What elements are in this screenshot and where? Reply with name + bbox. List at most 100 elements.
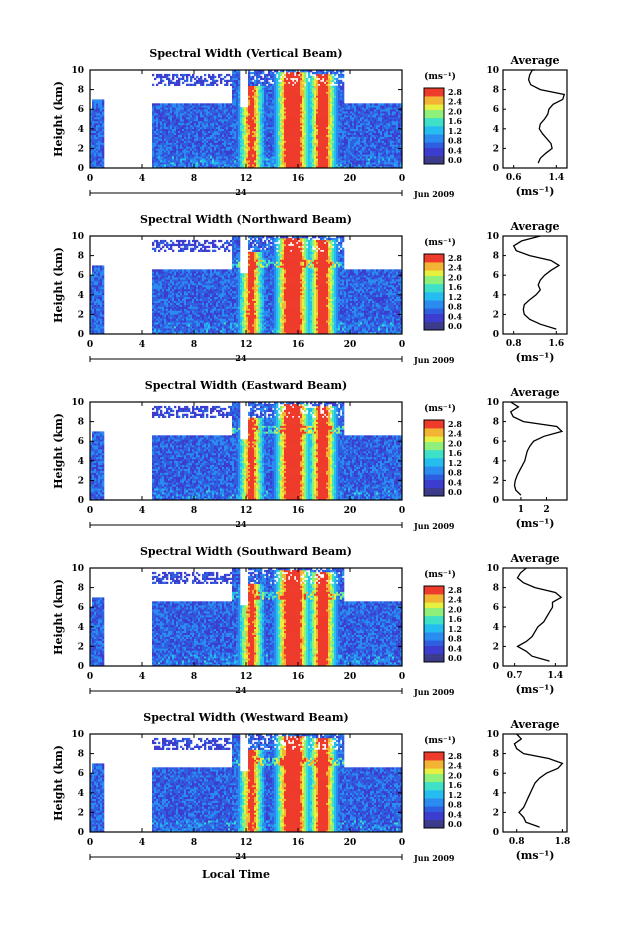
heatmap-cell bbox=[180, 122, 183, 126]
heatmap-cell bbox=[208, 148, 211, 151]
heatmap-cell bbox=[270, 150, 273, 153]
heatmap-cell bbox=[176, 148, 179, 151]
heatmap-cell bbox=[280, 77, 283, 81]
heatmap-cell bbox=[218, 75, 221, 79]
heatmap-cell bbox=[178, 115, 181, 118]
heatmap-cell bbox=[158, 144, 161, 147]
heatmap-cell bbox=[194, 113, 197, 116]
heatmap-cell bbox=[260, 136, 263, 139]
heatmap-cell bbox=[90, 164, 93, 167]
heatmap-cell bbox=[238, 99, 241, 102]
heatmap-cell bbox=[158, 103, 161, 106]
heatmap-cell bbox=[314, 138, 317, 141]
heatmap-cell bbox=[322, 113, 325, 116]
heatmap-cell bbox=[336, 95, 339, 98]
heatmap-cell bbox=[230, 156, 233, 159]
heatmap-cell bbox=[298, 71, 301, 75]
heatmap-cell bbox=[334, 89, 337, 92]
heatmap-cell bbox=[98, 140, 101, 143]
heatmap-cell bbox=[230, 107, 233, 110]
heatmap-cell bbox=[204, 162, 207, 165]
heatmap-cell bbox=[310, 126, 313, 130]
heatmap-cell bbox=[224, 119, 227, 122]
heatmap-cell bbox=[296, 119, 299, 122]
heatmap-cell bbox=[176, 111, 179, 114]
heatmap-cell bbox=[334, 97, 337, 100]
heatmap-cell bbox=[292, 71, 295, 75]
heatmap-cell bbox=[266, 111, 269, 114]
heatmap-cell bbox=[186, 109, 189, 112]
heatmap-cell bbox=[332, 117, 335, 120]
heatmap-cell bbox=[96, 107, 99, 110]
heatmap-cell bbox=[208, 75, 211, 79]
heatmap-cell bbox=[382, 113, 385, 116]
heatmap-cell bbox=[294, 79, 297, 83]
heatmap-cell bbox=[92, 156, 95, 159]
heatmap-cell bbox=[382, 160, 385, 163]
heatmap-cell bbox=[156, 113, 159, 116]
heatmap-cell bbox=[100, 103, 103, 106]
heatmap-cell bbox=[322, 119, 325, 122]
heatmap-cell bbox=[176, 160, 179, 163]
heatmap-cell bbox=[172, 115, 175, 118]
heatmap-cell bbox=[180, 160, 183, 163]
heatmap-cell bbox=[296, 140, 299, 143]
heatmap-cell bbox=[276, 95, 279, 98]
heatmap-cell bbox=[168, 142, 171, 145]
heatmap-cell bbox=[94, 148, 97, 151]
heatmap-cell bbox=[278, 85, 281, 88]
heatmap-cell bbox=[222, 126, 225, 130]
heatmap-cell bbox=[312, 128, 315, 132]
heatmap-cell bbox=[324, 120, 327, 124]
heatmap-cell bbox=[378, 126, 381, 130]
heatmap-cell bbox=[206, 103, 209, 106]
heatmap-cell bbox=[384, 164, 387, 167]
heatmap-cell bbox=[228, 154, 231, 157]
heatmap-cell bbox=[178, 79, 181, 83]
heatmap-cell bbox=[354, 166, 357, 169]
heatmap-cell bbox=[252, 85, 255, 88]
heatmap-cell bbox=[380, 158, 383, 161]
heatmap-cell bbox=[92, 162, 95, 165]
heatmap-cell bbox=[310, 146, 313, 149]
heatmap-cell bbox=[258, 107, 261, 110]
heatmap-cell bbox=[204, 77, 207, 81]
heatmap-cell bbox=[250, 107, 253, 110]
heatmap-cell bbox=[242, 113, 245, 116]
heatmap-cell bbox=[326, 146, 329, 149]
heatmap-cell bbox=[374, 113, 377, 116]
heatmap-cell bbox=[262, 160, 265, 163]
heatmap-cell bbox=[92, 164, 95, 167]
heatmap-cell bbox=[310, 148, 313, 151]
heatmap-cell bbox=[160, 81, 163, 85]
heatmap-cell bbox=[328, 87, 331, 90]
heatmap-cell bbox=[214, 134, 217, 137]
heatmap-cell bbox=[216, 115, 219, 118]
heatmap-cell bbox=[328, 166, 331, 169]
heatmap-cell bbox=[250, 77, 253, 81]
heatmap-cell bbox=[98, 148, 101, 151]
heatmap-cell bbox=[300, 128, 303, 132]
heatmap-cell bbox=[302, 128, 305, 132]
heatmap-cell bbox=[188, 136, 191, 139]
heatmap-cell bbox=[332, 154, 335, 157]
heatmap-cell bbox=[208, 166, 211, 169]
heatmap-cell bbox=[356, 164, 359, 167]
heatmap-cell bbox=[218, 73, 221, 77]
heatmap-cell bbox=[216, 146, 219, 149]
heatmap-cell bbox=[244, 166, 247, 169]
heatmap-cell bbox=[380, 113, 383, 116]
heatmap-cell bbox=[366, 130, 369, 134]
heatmap-cell bbox=[300, 105, 303, 108]
heatmap-cell bbox=[290, 70, 293, 73]
heatmap-cell bbox=[290, 75, 293, 79]
heatmap-cell bbox=[200, 105, 203, 108]
heatmap-cell bbox=[100, 156, 103, 159]
heatmap-cell bbox=[300, 117, 303, 120]
heatmap-cell bbox=[234, 105, 237, 108]
heatmap-cell bbox=[292, 111, 295, 114]
heatmap-cell bbox=[208, 103, 211, 106]
heatmap-cell bbox=[202, 107, 205, 110]
heatmap-cell bbox=[248, 119, 251, 122]
heatmap-cell bbox=[358, 164, 361, 167]
